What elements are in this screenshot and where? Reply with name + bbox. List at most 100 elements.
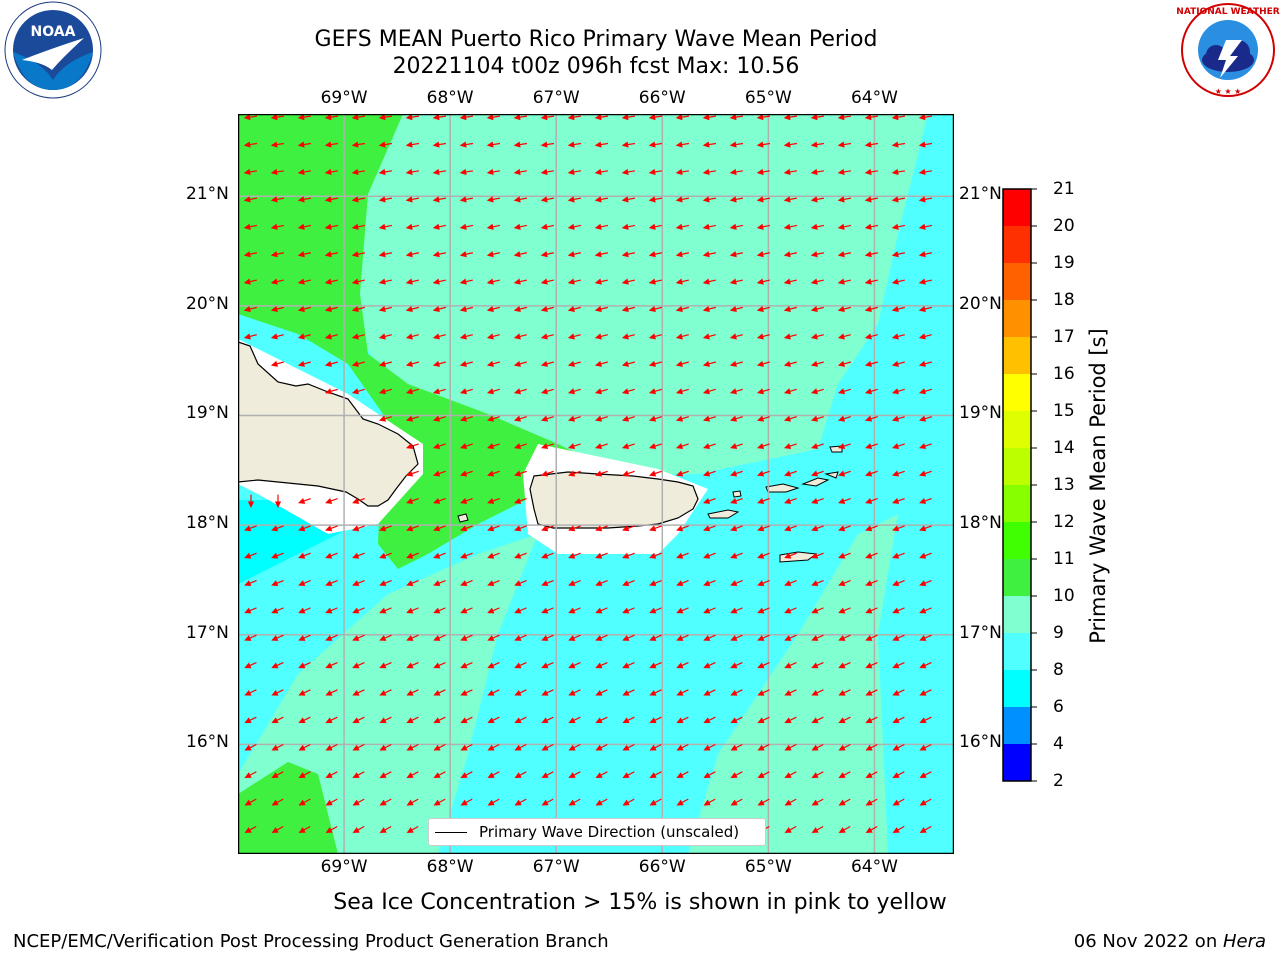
wave-arrow	[459, 415, 473, 422]
wave-arrow	[649, 580, 662, 587]
wave-arrow	[459, 443, 473, 450]
wave-arrow	[730, 771, 743, 779]
wave-arrow	[783, 388, 797, 395]
wave-arrow	[594, 443, 608, 450]
wave-arrow	[432, 278, 446, 285]
wave-arrow	[378, 114, 393, 121]
wave-arrow	[568, 552, 581, 559]
wave-arrow	[433, 798, 446, 806]
wave-arrow	[621, 196, 636, 203]
wave-arrow	[487, 497, 500, 504]
colorbar-title: Primary Wave Mean Period [s]	[1086, 328, 1110, 644]
wave-arrow	[513, 388, 527, 395]
wave-arrow	[622, 689, 635, 696]
wave-arrow	[783, 223, 798, 230]
wave-arrow	[486, 251, 500, 258]
wave-arrow	[406, 525, 419, 532]
wave-arrow	[298, 716, 311, 724]
wave-arrow	[810, 223, 825, 230]
wave-arrow	[757, 634, 770, 641]
wave-arrow	[595, 580, 608, 587]
wave-arrow	[703, 743, 716, 751]
wave-arrow	[649, 552, 662, 559]
lat-label-left: 19°N	[186, 403, 229, 424]
wave-arrow	[595, 525, 608, 532]
wave-arrow	[297, 333, 311, 340]
wave-arrow	[784, 825, 797, 834]
wave-arrow	[919, 661, 932, 669]
wave-arrow	[783, 114, 798, 121]
colorbar-swatch	[1003, 633, 1031, 671]
wave-arrow	[487, 716, 500, 724]
wave-arrow	[756, 443, 770, 450]
wave-arrow	[459, 141, 474, 148]
wave-arrow	[460, 552, 473, 559]
wave-arrow	[730, 470, 743, 477]
nws-logo: NATIONAL WEATHER ★ ★ ★	[1176, 3, 1280, 97]
footer-credit: NCEP/EMC/Verification Post Processing Pr…	[13, 931, 609, 952]
wave-arrow	[379, 552, 392, 559]
wave-arrow	[784, 634, 797, 641]
wave-arrow	[378, 388, 392, 395]
wave-arrow	[918, 388, 932, 395]
wave-arrow	[837, 114, 852, 121]
wave-arrow	[298, 798, 311, 806]
wave-arrow	[567, 223, 582, 230]
wave-arrow	[298, 552, 311, 559]
wave-arrow	[783, 360, 797, 367]
wave-arrow	[541, 607, 554, 614]
wave-arrow	[298, 580, 311, 587]
wave-arrow	[351, 360, 365, 367]
wave-arrow	[379, 771, 392, 779]
wave-arrow	[352, 525, 365, 532]
wave-arrow	[406, 661, 419, 669]
map-legend: Primary Wave Direction (unscaled)	[428, 818, 766, 846]
wave-arrow	[513, 196, 528, 203]
wave-arrow	[406, 497, 419, 504]
wave-arrow	[568, 580, 581, 587]
wave-arrow	[514, 771, 527, 779]
wave-arrow	[649, 771, 662, 779]
wave-arrow	[406, 798, 419, 806]
wave-arrow	[298, 497, 311, 504]
wave-arrow	[405, 114, 420, 121]
wave-arrow	[918, 333, 932, 340]
wave-arrow	[892, 771, 905, 779]
wave-arrow	[865, 580, 878, 587]
wave-arrow	[838, 771, 851, 779]
wave-arrow	[243, 278, 257, 285]
wave-arrow	[352, 771, 365, 779]
wave-arrow	[379, 634, 392, 641]
wave-arrow	[648, 196, 663, 203]
wave-arrow	[270, 305, 284, 313]
wave-arrow	[298, 771, 311, 779]
wave-arrow	[783, 278, 797, 285]
wave-arrow	[244, 798, 257, 806]
wave-arrow	[405, 141, 420, 148]
wave-arrow	[459, 333, 473, 340]
wave-arrow	[622, 607, 635, 614]
wave-arrow	[459, 168, 474, 176]
wave-arrow	[675, 114, 690, 121]
wave-arrow	[486, 196, 501, 203]
wave-arrow	[351, 196, 366, 203]
colorbar-tick-label: 15	[1053, 401, 1075, 421]
wave-arrow	[676, 661, 689, 669]
wave-arrow	[486, 223, 501, 230]
wave-arrow	[783, 141, 798, 148]
wave-arrow	[864, 196, 879, 203]
colorbar-swatch	[1003, 707, 1031, 745]
wave-arrow	[460, 689, 473, 696]
wave-arrow	[405, 305, 419, 313]
wave-arrow	[595, 716, 608, 724]
wave-arrow	[325, 798, 338, 806]
wave-arrow	[271, 607, 284, 614]
wave-arrow	[702, 141, 717, 148]
wave-arrow	[811, 634, 824, 641]
wave-arrow	[433, 661, 446, 669]
wave-arrow	[729, 443, 743, 450]
wave-arrow	[730, 661, 743, 669]
wave-arrow	[838, 470, 851, 477]
wave-arrow	[621, 443, 635, 450]
wave-arrow	[540, 141, 555, 148]
